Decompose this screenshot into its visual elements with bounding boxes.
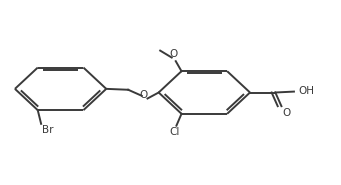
Text: Cl: Cl — [169, 127, 180, 137]
Text: Br: Br — [42, 125, 53, 135]
Text: O: O — [139, 90, 148, 100]
Text: O: O — [169, 49, 178, 59]
Text: OH: OH — [298, 86, 314, 96]
Text: O: O — [282, 108, 291, 118]
